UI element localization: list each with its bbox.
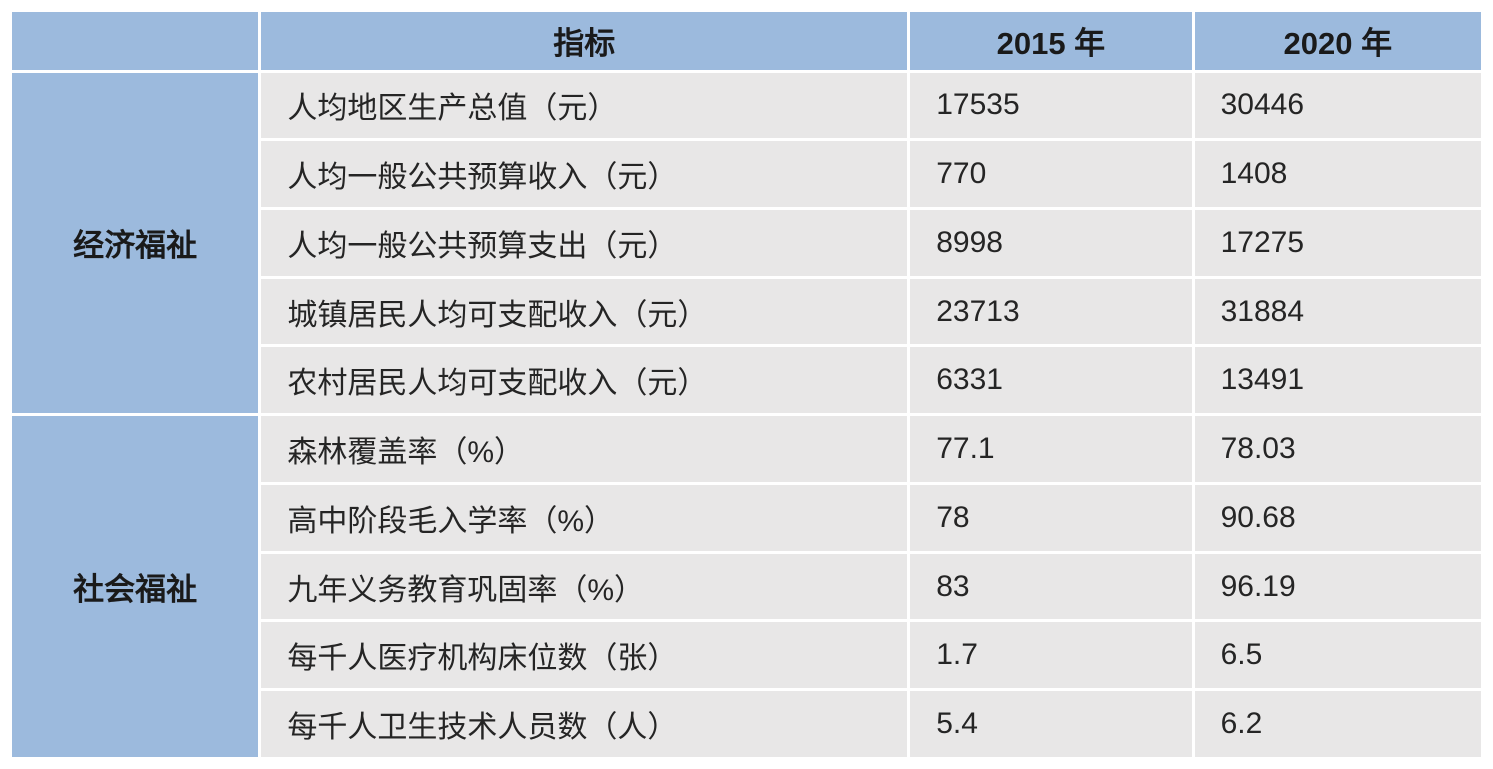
table-row: 社会福祉 森林覆盖率（%） 77.1 78.03 <box>12 416 1481 757</box>
header-2020: 2020 年 <box>1194 12 1481 70</box>
table-row: 每千人医疗机构床位数（张） 1.7 6.5 <box>12 622 1481 689</box>
value-2020-cell: 78.03 <box>1194 416 1481 482</box>
indicator-cell: 高中阶段毛入学率（%） <box>261 484 908 551</box>
value-2020-cell: 1408 <box>1194 141 1481 207</box>
indicator-cell: 人均一般公共预算收入（元） <box>261 141 908 207</box>
table-row: 农村居民人均可支配收入（元） 6331 13491 <box>12 347 1481 414</box>
value-2015-cell: 8998 <box>910 209 1192 276</box>
value-2015-cell: 23713 <box>910 278 1192 345</box>
indicator-cell: 九年义务教育巩固率（%） <box>261 553 908 620</box>
header-category <box>12 12 259 70</box>
indicator-cell: 人均地区生产总值（元） <box>261 72 908 139</box>
welfare-indicators-table: 指标 2015 年 2020 年 经济福祉 人均地区生产总值（元） 17535 … <box>9 9 1484 760</box>
value-2020-cell: 96.19 <box>1194 553 1481 620</box>
table-row: 高中阶段毛入学率（%） 78 90.68 <box>12 484 1481 551</box>
table-row: 城镇居民人均可支配收入（元） 23713 31884 <box>12 278 1481 345</box>
value-2015-cell: 5.4 <box>910 691 1192 757</box>
category-cell-social: 社会福祉 <box>12 416 259 757</box>
category-cell-economic: 经济福祉 <box>12 72 259 414</box>
value-2020-cell: 17275 <box>1194 209 1481 276</box>
table-row: 每千人卫生技术人员数（人） 5.4 6.2 <box>12 691 1481 757</box>
indicator-cell: 每千人医疗机构床位数（张） <box>261 622 908 689</box>
value-2015-cell: 770 <box>910 141 1192 207</box>
value-2015-cell: 17535 <box>910 72 1192 139</box>
table-row: 九年义务教育巩固率（%） 83 96.19 <box>12 553 1481 620</box>
header-indicator: 指标 <box>261 12 908 70</box>
header-2015: 2015 年 <box>910 12 1192 70</box>
header-row: 指标 2015 年 2020 年 <box>12 12 1481 70</box>
value-2020-cell: 13491 <box>1194 347 1481 414</box>
indicator-cell: 农村居民人均可支配收入（元） <box>261 347 908 414</box>
value-2015-cell: 1.7 <box>910 622 1192 689</box>
table-row: 人均一般公共预算收入（元） 770 1408 <box>12 141 1481 207</box>
value-2015-cell: 78 <box>910 484 1192 551</box>
value-2020-cell: 90.68 <box>1194 484 1481 551</box>
indicator-cell: 城镇居民人均可支配收入（元） <box>261 278 908 345</box>
value-2020-cell: 30446 <box>1194 72 1481 139</box>
value-2020-cell: 6.5 <box>1194 622 1481 689</box>
value-2015-cell: 83 <box>910 553 1192 620</box>
value-2020-cell: 31884 <box>1194 278 1481 345</box>
table-row: 经济福祉 人均地区生产总值（元） 17535 30446 <box>12 72 1481 414</box>
value-2015-cell: 77.1 <box>910 416 1192 482</box>
indicator-cell: 人均一般公共预算支出（元） <box>261 209 908 276</box>
indicator-cell: 每千人卫生技术人员数（人） <box>261 691 908 757</box>
value-2015-cell: 6331 <box>910 347 1192 414</box>
indicator-cell: 森林覆盖率（%） <box>261 416 908 482</box>
value-2020-cell: 6.2 <box>1194 691 1481 757</box>
table-row: 人均一般公共预算支出（元） 8998 17275 <box>12 209 1481 276</box>
